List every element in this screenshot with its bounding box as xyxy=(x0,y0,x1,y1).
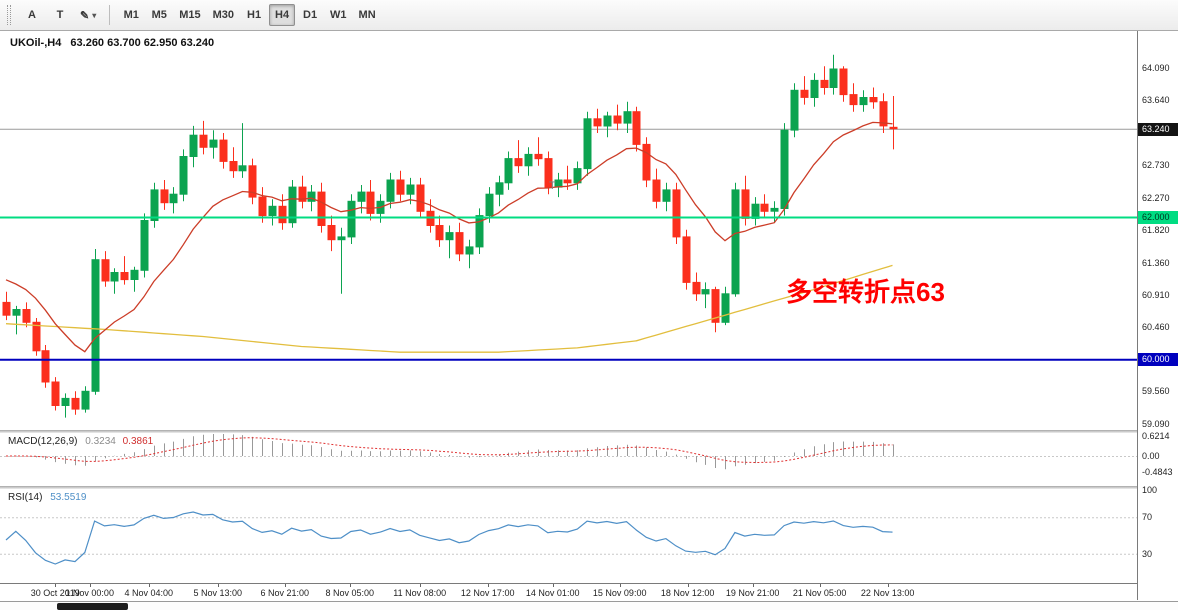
macd-main-value: 0.3234 xyxy=(85,436,116,447)
rsi-value: 53.5519 xyxy=(50,492,87,503)
macd-signal-line xyxy=(6,437,893,464)
macd-axis-label: 0.00 xyxy=(1142,451,1160,461)
time-axis-label: 1 Nov 00:00 xyxy=(65,588,114,598)
label-tool-button[interactable]: T xyxy=(47,4,73,26)
price-axis-label: 63.640 xyxy=(1142,95,1170,106)
rsi-axis-label: 100 xyxy=(1142,485,1158,495)
price-badge: 60.000 xyxy=(1138,353,1178,367)
time-tick xyxy=(148,584,150,587)
time-tick xyxy=(419,584,421,587)
time-axis-label: 19 Nov 21:00 xyxy=(725,588,780,598)
rsi-line xyxy=(5,511,893,565)
text-tool-icon: A xyxy=(28,9,36,21)
rsi-axis-label: 30 xyxy=(1142,548,1153,559)
price-axis-label: 64.090 xyxy=(1142,63,1170,74)
candles-layer xyxy=(2,54,898,418)
time-axis-label: 22 Nov 13:00 xyxy=(860,588,915,598)
time-axis-label: 21 Nov 05:00 xyxy=(792,588,847,598)
pane-splitter-macd[interactable] xyxy=(0,430,1178,433)
price-axis-label: 61.820 xyxy=(1142,224,1170,235)
toolbar-grip[interactable] xyxy=(7,5,11,25)
time-tick xyxy=(819,584,821,587)
time-tick xyxy=(619,584,621,587)
window-bottom-edge xyxy=(0,601,1178,610)
time-tick xyxy=(552,584,554,587)
timeframe-button-mn[interactable]: MN xyxy=(354,4,381,26)
price-axis[interactable]: 64.090 63.640 62.730 62.270 61.820 61.360 60.9… xyxy=(1137,31,1178,600)
chevron-down-icon: ▾ xyxy=(92,10,97,20)
text-tool-button[interactable]: A xyxy=(19,4,45,26)
price-axis-label: 61.360 xyxy=(1142,257,1170,268)
rsi-axis-label: 70 xyxy=(1142,512,1153,523)
time-tick xyxy=(752,584,754,587)
moving-averages-layer xyxy=(5,121,893,353)
time-axis-label: 14 Nov 01:00 xyxy=(525,588,580,598)
timeframe-button-d1[interactable]: D1 xyxy=(297,4,323,26)
timeframe-button-w1[interactable]: W1 xyxy=(325,4,352,26)
ma-slow-line xyxy=(5,264,893,353)
time-axis[interactable]: 30 Oct 2019 1 Nov 00:00 4 Nov 04:00 5 Nov 1… xyxy=(0,583,1137,600)
time-tick xyxy=(349,584,351,587)
toolbar: A T ✎ ▾ M1 M5 M15 M30 H1 H4 D1 W1 MN xyxy=(0,0,1178,31)
time-tick xyxy=(217,584,219,587)
time-tick xyxy=(687,584,689,587)
price-axis-label: 60.910 xyxy=(1142,289,1170,300)
chart-canvas[interactable] xyxy=(0,0,1137,583)
chart-title: UKOil-,H4 63.260 63.700 62.950 63.240 xyxy=(10,37,214,49)
timeframe-button-h1[interactable]: H1 xyxy=(241,4,267,26)
ohlc-values: 63.260 63.700 62.950 63.240 xyxy=(70,37,215,49)
time-axis-label: 5 Nov 13:00 xyxy=(193,588,243,598)
macd-signal-value: 0.3861 xyxy=(122,436,154,447)
price-axis-label: 60.460 xyxy=(1142,321,1170,332)
time-axis-label: 11 Nov 08:00 xyxy=(393,588,447,598)
timeframe-button-m30[interactable]: M30 xyxy=(208,4,239,26)
time-tick xyxy=(487,584,489,587)
time-axis-label: 12 Nov 17:00 xyxy=(460,588,515,598)
timeframe-button-m1[interactable]: M1 xyxy=(118,4,144,26)
bottom-tab[interactable] xyxy=(57,603,128,610)
time-axis-label: 4 Nov 04:00 xyxy=(124,588,174,598)
time-axis-label: 6 Nov 21:00 xyxy=(260,588,310,598)
macd-indicator-label: MACD(12,26,9) 0.3234 0.3861 xyxy=(8,436,153,447)
macd-axis-label: 0.6214 xyxy=(1142,430,1170,441)
time-tick xyxy=(55,584,57,587)
time-axis-label: 15 Nov 09:00 xyxy=(592,588,647,598)
price-badge: 62.000 xyxy=(1138,211,1178,224)
symbol-period-label: UKOil-,H4 xyxy=(10,37,62,49)
draw-tool-button[interactable]: ✎ ▾ xyxy=(75,4,101,26)
ma-fast-line xyxy=(5,121,893,353)
timeframe-button-m15[interactable]: M15 xyxy=(174,4,205,26)
toolbar-separator xyxy=(109,5,111,25)
chart-annotation-text[interactable]: 多空转折点63 xyxy=(786,277,945,307)
timeframe-button-m5[interactable]: M5 xyxy=(146,4,172,26)
pane-splitter-rsi[interactable] xyxy=(0,486,1178,489)
macd-axis-label: -0.4843 xyxy=(1142,467,1173,477)
time-axis-label: 18 Nov 12:00 xyxy=(660,588,715,598)
time-axis-label: 8 Nov 05:00 xyxy=(325,588,375,598)
label-tool-icon: T xyxy=(56,9,64,21)
time-axis-label: 30 Oct 2019 xyxy=(30,588,80,598)
timeframe-button-h4[interactable]: H4 xyxy=(269,4,296,26)
level-lines-layer xyxy=(0,216,1137,361)
price-axis-label: 59.090 xyxy=(1142,419,1170,429)
price-axis-label: 62.270 xyxy=(1142,192,1170,203)
time-tick xyxy=(284,584,286,587)
rsi-indicator-label: RSI(14) 53.5519 xyxy=(8,492,86,503)
price-badge: 63.240 xyxy=(1138,122,1178,136)
price-axis-label: 59.560 xyxy=(1142,385,1170,396)
time-tick xyxy=(89,584,91,587)
pencil-icon: ✎ xyxy=(80,9,90,22)
rsi-label-text: RSI(14) xyxy=(8,492,43,503)
time-tick xyxy=(887,584,889,587)
text-cursor-mark: T xyxy=(549,180,556,192)
macd-label-text: MACD(12,26,9) xyxy=(8,436,78,447)
timeframe-toolbar: M1 M5 M15 M30 H1 H4 D1 W1 MN xyxy=(117,4,381,26)
price-axis-label: 62.730 xyxy=(1142,160,1170,170)
